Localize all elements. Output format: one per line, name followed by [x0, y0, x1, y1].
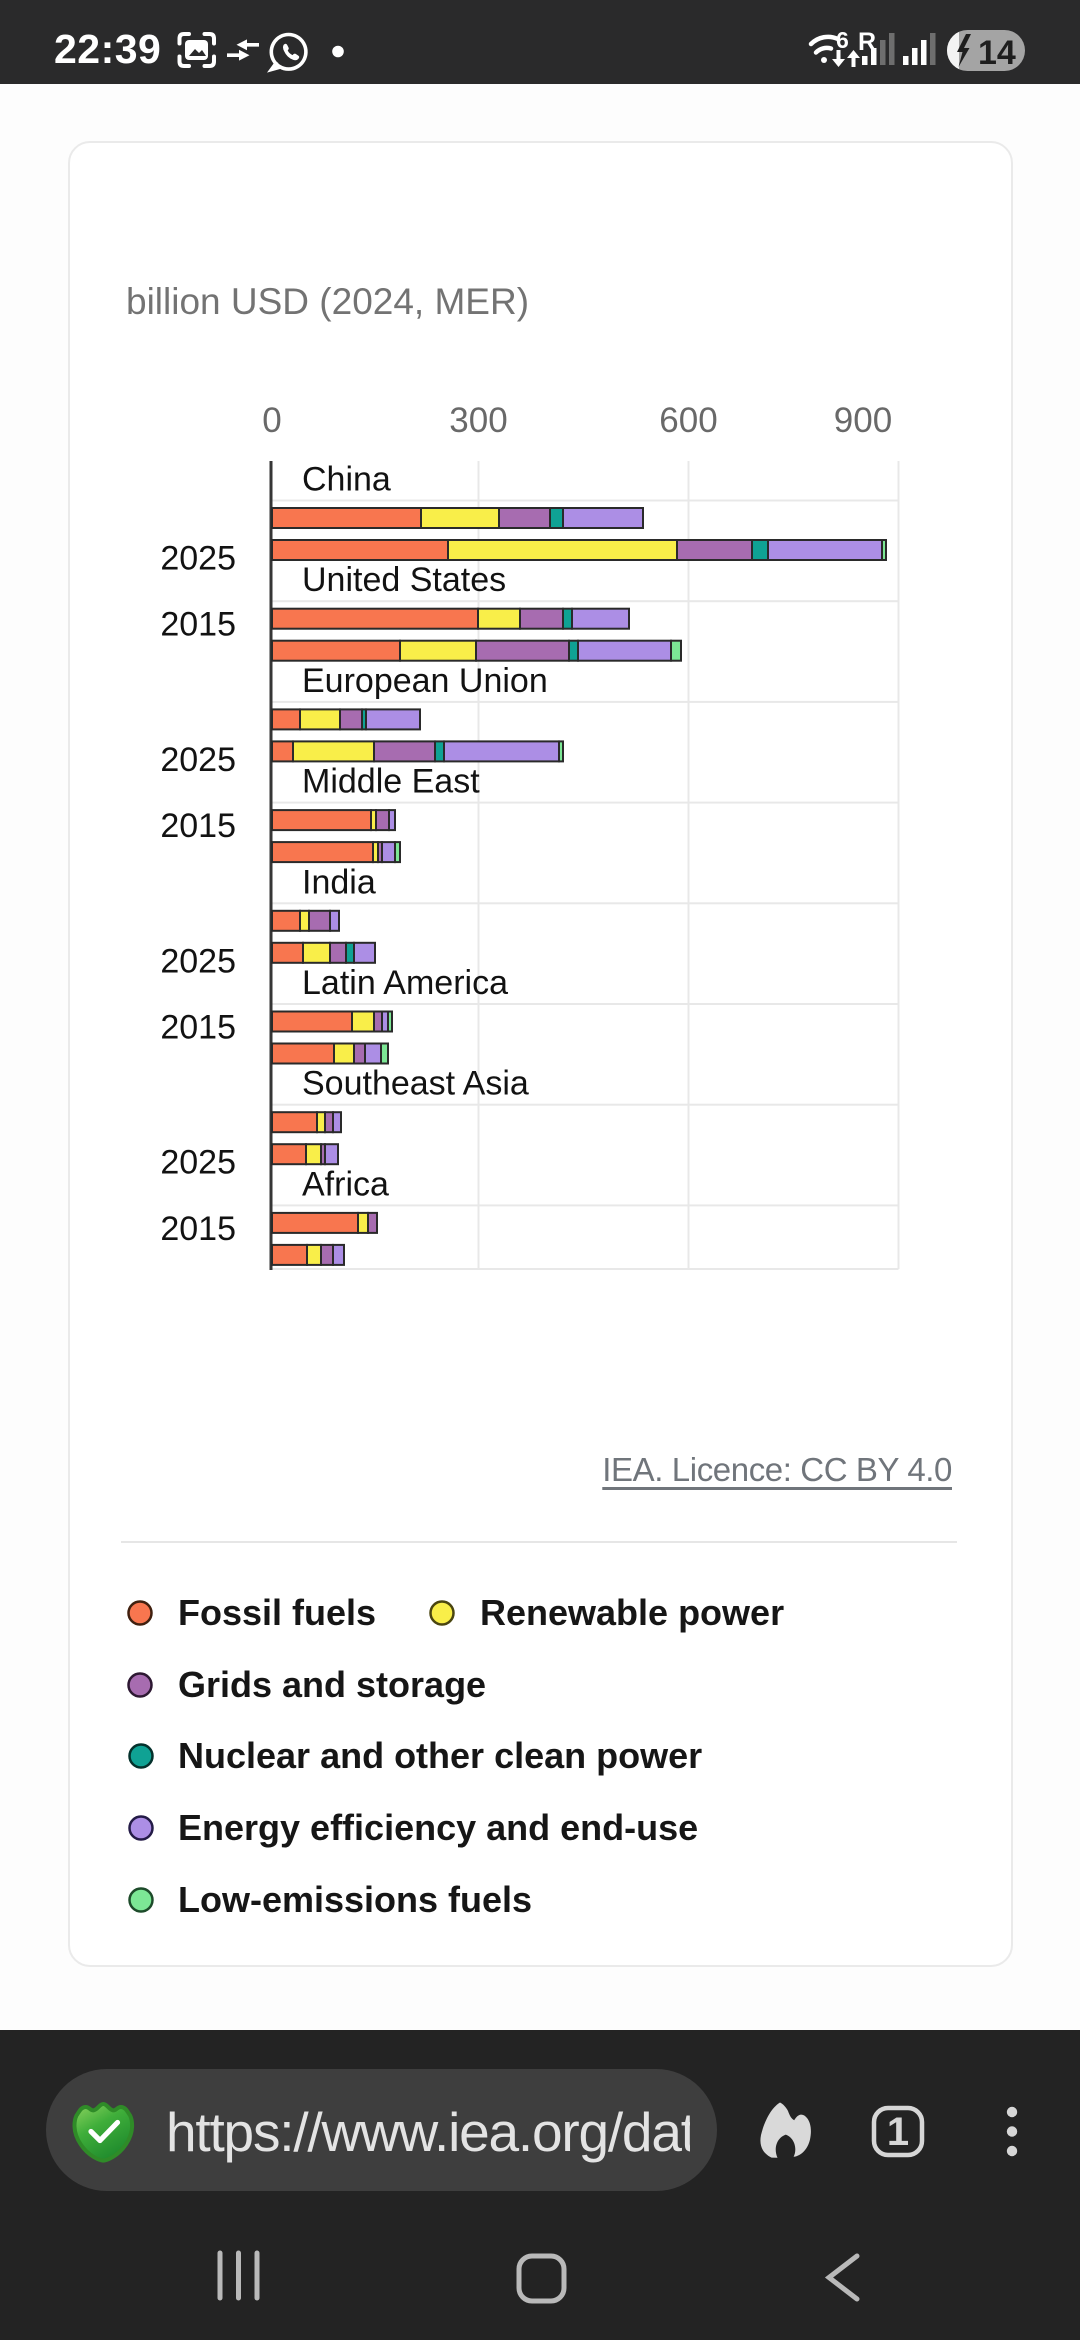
svg-text:China: China [302, 461, 391, 499]
svg-text:900: 900 [834, 401, 892, 440]
svg-text:2025: 2025 [160, 741, 236, 779]
svg-text:Middle East: Middle East [302, 763, 480, 801]
svg-text:14: 14 [978, 34, 1016, 72]
svg-text:6: 6 [836, 27, 849, 53]
svg-text:2025: 2025 [160, 540, 236, 578]
svg-text:300: 300 [449, 401, 507, 440]
svg-text:2015: 2015 [160, 1009, 236, 1047]
svg-text:1: 1 [887, 2110, 909, 2154]
svg-text:600: 600 [659, 401, 717, 440]
svg-text:2025: 2025 [160, 942, 236, 980]
svg-text:Africa: Africa [302, 1165, 389, 1203]
svg-text:2015: 2015 [160, 1210, 236, 1248]
svg-text:Latin America: Latin America [302, 964, 508, 1002]
svg-text:2015: 2015 [160, 807, 236, 845]
svg-text:Southeast Asia: Southeast Asia [302, 1065, 529, 1103]
svg-text:European Union: European Union [302, 662, 548, 700]
svg-text:0: 0 [262, 401, 281, 440]
svg-text:2025: 2025 [160, 1144, 236, 1182]
svg-text:United States: United States [302, 561, 506, 599]
svg-text:2015: 2015 [160, 606, 236, 644]
svg-text:India: India [302, 863, 376, 901]
